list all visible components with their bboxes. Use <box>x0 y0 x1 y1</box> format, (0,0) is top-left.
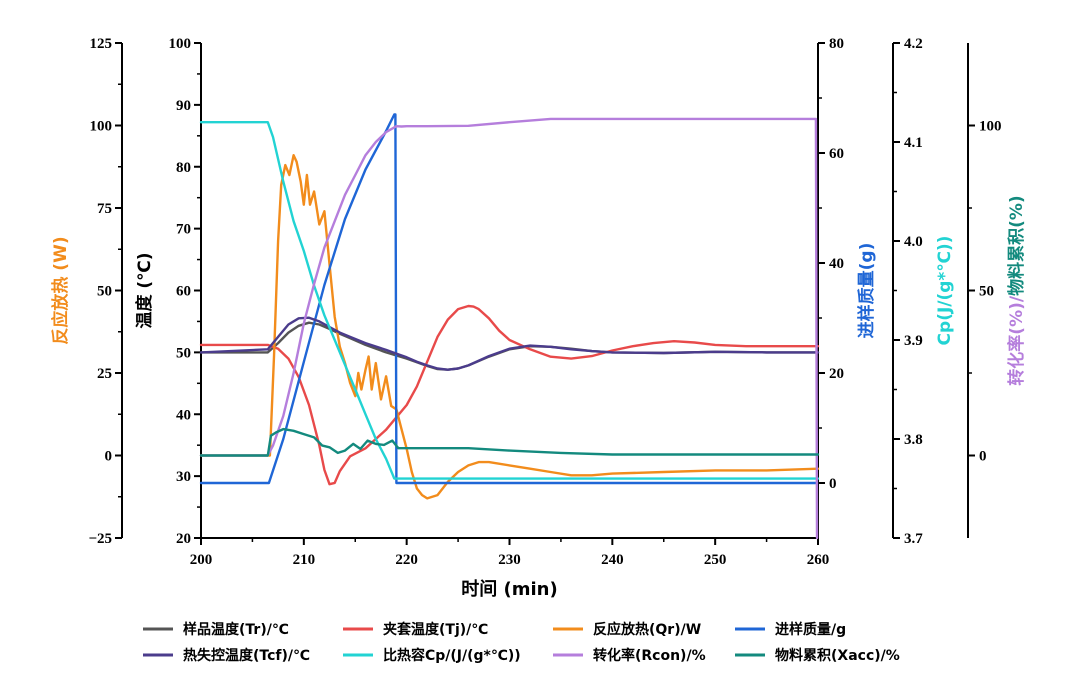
y-tick-label-temp: 100 <box>169 36 192 52</box>
y-axis-temp: 20 30 40 50 60 70 80 90 100 温度 (℃) <box>134 36 202 547</box>
y-tick-label-pct: 0 <box>979 449 987 465</box>
y-tick-label-temp: 20 <box>176 531 191 547</box>
y-axis-title-pct-part1: 转化率(%)/ <box>1006 295 1027 386</box>
y-tick-label-mass: 20 <box>829 366 844 382</box>
y-tick-label-qr: 0 <box>105 449 113 465</box>
series-line-7 <box>199 117 819 540</box>
axes-layer: −25 0 25 50 75 100 125 反应放热 (W) 20 30 40 50 60 70 80 90… <box>50 36 1027 600</box>
y-axis-cp: 3.7 3.8 3.9 4.0 4.1 4.2 Cp(J/(g*℃)) <box>892 36 955 547</box>
y-tick-label-qr: 100 <box>90 119 113 135</box>
y-tick-label-qr: 125 <box>90 36 113 52</box>
x-tick-label: 240 <box>601 552 624 568</box>
y-axis-title-temp: 温度 (℃) <box>134 252 155 328</box>
y-axis-title-qr: 反应放热 (W) <box>50 236 71 344</box>
y-tick-label-qr: 50 <box>97 284 112 300</box>
y-tick-label-temp: 30 <box>176 469 191 485</box>
y-tick-label-mass: 80 <box>829 36 844 52</box>
y-tick-label-qr: −25 <box>88 531 112 547</box>
y-tick-label-cp: 4.2 <box>904 36 923 52</box>
x-tick-label: 230 <box>498 552 521 568</box>
series-line-2 <box>199 304 820 486</box>
legend-label-6: 比热容Cp/(J/(g*℃)) <box>383 647 521 664</box>
y-tick-label-temp: 50 <box>176 345 191 361</box>
y-tick-label-qr: 25 <box>97 366 112 382</box>
series-line-6 <box>199 120 820 480</box>
y-tick-label-temp: 90 <box>176 98 191 114</box>
x-tick-label: 210 <box>293 552 316 568</box>
y-tick-label-cp: 4.1 <box>904 135 923 151</box>
y-tick-label-temp: 70 <box>176 222 191 238</box>
y-axis-title-mass: 进样质量(g) <box>856 243 877 339</box>
legend-label-5: 热失控温度(Tcf)/℃ <box>183 647 310 664</box>
y-tick-label-pct: 50 <box>979 284 994 300</box>
series-line-4 <box>199 113 819 485</box>
legend-layer: 样品温度(Tr)/℃ 夹套温度(Tj)/℃ 反应放热(Qr)/W 进样质量/g 热失控温… <box>143 621 900 664</box>
y-tick-label-temp: 80 <box>176 160 191 176</box>
y-tick-label-cp: 4.0 <box>904 234 923 250</box>
y-axis-title-cp: Cp(J/(g*℃)) <box>935 236 955 346</box>
legend-label-4: 进样质量/g <box>775 621 846 638</box>
y-tick-label-cp: 3.8 <box>904 432 923 448</box>
y-tick-label-mass: 0 <box>829 476 837 492</box>
series-layer <box>199 113 820 540</box>
legend-label-8: 物料累积(Xacc)/% <box>775 647 900 664</box>
x-axis: 200 210 220 230 240 250 260 时间 (min) <box>190 537 830 600</box>
series-line-5 <box>199 316 820 371</box>
x-tick-label: 200 <box>190 552 213 568</box>
y-tick-label-pct: 100 <box>979 119 1002 135</box>
legend-label-7: 转化率(Rcon)/% <box>593 647 706 664</box>
y-axis-title-pct: 转化率(%)/物料累积(%) <box>1006 195 1027 385</box>
series-line-3 <box>199 153 820 500</box>
legend-label-1: 样品温度(Tr)/℃ <box>183 621 289 638</box>
y-tick-label-temp: 40 <box>176 407 191 423</box>
y-tick-label-cp: 3.7 <box>904 531 923 547</box>
y-axis-mass: 0 20 40 60 80 进样质量(g) <box>817 36 877 538</box>
y-tick-label-mass: 40 <box>829 256 844 272</box>
series-line-8 <box>199 427 820 457</box>
y-tick-label-qr: 75 <box>97 201 112 217</box>
y-axis-title-pct-part2: 物料累积(%) <box>1006 195 1027 296</box>
legend-label-3: 反应放热(Qr)/W <box>593 621 701 638</box>
y-tick-label-cp: 3.9 <box>904 333 923 349</box>
y-tick-label-mass: 60 <box>829 146 844 162</box>
x-tick-label: 260 <box>807 552 830 568</box>
x-tick-label: 250 <box>704 552 727 568</box>
y-axis-qr: −25 0 25 50 75 100 125 反应放热 (W) <box>50 36 123 547</box>
y-tick-label-temp: 60 <box>176 284 191 300</box>
y-axis-pct: 0 50 100 转化率(%)/物料累积(%) <box>967 43 1027 538</box>
x-axis-title: 时间 (min) <box>461 579 557 600</box>
legend-label-2: 夹套温度(Tj)/℃ <box>383 621 488 638</box>
x-tick-label: 220 <box>395 552 418 568</box>
